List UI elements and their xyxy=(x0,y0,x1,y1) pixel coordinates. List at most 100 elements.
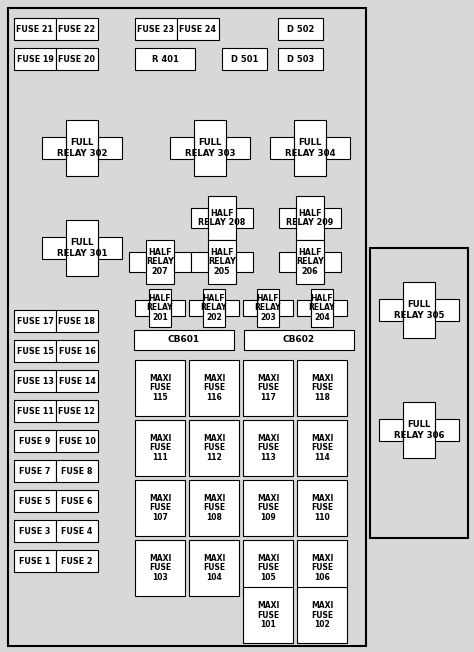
Bar xyxy=(56,340,98,362)
Text: HALF
RELAY 208: HALF RELAY 208 xyxy=(198,209,246,228)
Bar xyxy=(278,18,323,40)
Bar xyxy=(56,490,98,512)
Text: FUSE 13: FUSE 13 xyxy=(17,376,54,385)
Bar xyxy=(14,550,56,572)
Bar xyxy=(56,520,98,542)
Text: FUSE 17: FUSE 17 xyxy=(17,316,54,325)
Bar xyxy=(135,18,177,40)
Text: MAXI
FUSE
107: MAXI FUSE 107 xyxy=(149,494,171,522)
Text: FUSE 1: FUSE 1 xyxy=(19,557,51,565)
Text: FUSE 12: FUSE 12 xyxy=(58,406,95,415)
Text: FULL
RELAY 305: FULL RELAY 305 xyxy=(394,301,444,319)
Bar xyxy=(135,420,185,476)
Bar xyxy=(56,310,98,332)
Bar xyxy=(56,460,98,482)
Polygon shape xyxy=(189,289,239,327)
Text: FUSE 18: FUSE 18 xyxy=(58,316,95,325)
Bar xyxy=(189,540,239,596)
Text: MAXI
FUSE
115: MAXI FUSE 115 xyxy=(149,374,171,402)
Text: MAXI
FUSE
103: MAXI FUSE 103 xyxy=(149,554,171,582)
Text: FUSE 11: FUSE 11 xyxy=(17,406,54,415)
Bar xyxy=(135,360,185,416)
Text: MAXI
FUSE
104: MAXI FUSE 104 xyxy=(203,554,225,582)
Bar xyxy=(14,340,56,362)
Bar xyxy=(14,48,56,70)
Bar xyxy=(56,370,98,392)
Polygon shape xyxy=(270,120,350,176)
Text: FUSE 24: FUSE 24 xyxy=(180,25,217,33)
Bar xyxy=(56,18,98,40)
Bar xyxy=(135,48,195,70)
Text: D 502: D 502 xyxy=(287,25,314,33)
Text: FUSE 22: FUSE 22 xyxy=(58,25,96,33)
Text: HALF
RELAY 209: HALF RELAY 209 xyxy=(286,209,334,228)
Text: FUSE 6: FUSE 6 xyxy=(61,497,93,505)
Text: MAXI
FUSE
111: MAXI FUSE 111 xyxy=(149,434,171,462)
Bar xyxy=(56,550,98,572)
Bar xyxy=(297,540,347,596)
Text: MAXI
FUSE
101: MAXI FUSE 101 xyxy=(257,600,279,629)
Bar xyxy=(14,310,56,332)
Text: FUSE 15: FUSE 15 xyxy=(17,346,54,355)
Text: MAXI
FUSE
110: MAXI FUSE 110 xyxy=(311,494,333,522)
Text: MAXI
FUSE
102: MAXI FUSE 102 xyxy=(311,600,333,629)
Text: FUSE 21: FUSE 21 xyxy=(17,25,54,33)
Text: FUSE 14: FUSE 14 xyxy=(59,376,95,385)
Bar xyxy=(135,480,185,536)
Bar xyxy=(189,420,239,476)
Text: FUSE 4: FUSE 4 xyxy=(61,527,93,535)
Text: MAXI
FUSE
106: MAXI FUSE 106 xyxy=(311,554,333,582)
Text: D 503: D 503 xyxy=(287,55,314,63)
Text: MAXI
FUSE
114: MAXI FUSE 114 xyxy=(311,434,333,462)
Polygon shape xyxy=(135,289,185,327)
Text: R 401: R 401 xyxy=(152,55,178,63)
Bar xyxy=(297,420,347,476)
Text: FUSE 5: FUSE 5 xyxy=(19,497,51,505)
Text: FUSE 7: FUSE 7 xyxy=(19,466,51,475)
Text: HALF
RELAY
204: HALF RELAY 204 xyxy=(309,294,335,322)
Text: MAXI
FUSE
112: MAXI FUSE 112 xyxy=(203,434,225,462)
Text: FULL
RELAY 306: FULL RELAY 306 xyxy=(394,421,444,439)
Text: FULL
RELAY 301: FULL RELAY 301 xyxy=(57,238,107,258)
Text: CB601: CB601 xyxy=(168,336,200,344)
Text: CB602: CB602 xyxy=(283,336,315,344)
Text: FULL
RELAY 303: FULL RELAY 303 xyxy=(185,138,235,158)
Bar xyxy=(14,370,56,392)
Text: HALF
RELAY
202: HALF RELAY 202 xyxy=(201,294,227,322)
Text: FUSE 9: FUSE 9 xyxy=(19,436,51,445)
Polygon shape xyxy=(170,120,250,176)
Polygon shape xyxy=(42,120,122,176)
Bar xyxy=(297,360,347,416)
Bar xyxy=(14,400,56,422)
Text: D 501: D 501 xyxy=(231,55,258,63)
Text: MAXI
FUSE
113: MAXI FUSE 113 xyxy=(257,434,279,462)
Text: FUSE 8: FUSE 8 xyxy=(61,466,93,475)
Polygon shape xyxy=(243,289,293,327)
Bar xyxy=(8,8,366,646)
Text: FUSE 19: FUSE 19 xyxy=(17,55,54,63)
Polygon shape xyxy=(191,196,253,240)
Text: FUSE 16: FUSE 16 xyxy=(59,346,95,355)
Polygon shape xyxy=(279,196,341,240)
Bar xyxy=(56,430,98,452)
Text: MAXI
FUSE
116: MAXI FUSE 116 xyxy=(203,374,225,402)
Bar xyxy=(14,520,56,542)
Text: FUSE 23: FUSE 23 xyxy=(137,25,174,33)
Bar xyxy=(297,587,347,643)
Bar xyxy=(14,18,56,40)
Text: HALF
RELAY
207: HALF RELAY 207 xyxy=(146,248,174,276)
Bar xyxy=(189,360,239,416)
Bar xyxy=(134,330,234,350)
Text: FULL
RELAY 302: FULL RELAY 302 xyxy=(57,138,107,158)
Polygon shape xyxy=(42,220,122,276)
Bar xyxy=(177,18,219,40)
Bar xyxy=(370,248,468,538)
Bar xyxy=(243,420,293,476)
Bar xyxy=(14,490,56,512)
Text: FUSE 3: FUSE 3 xyxy=(19,527,51,535)
Bar xyxy=(244,330,354,350)
Polygon shape xyxy=(379,282,459,338)
Polygon shape xyxy=(297,289,347,327)
Text: HALF
RELAY
203: HALF RELAY 203 xyxy=(255,294,281,322)
Text: FULL
RELAY 304: FULL RELAY 304 xyxy=(285,138,335,158)
